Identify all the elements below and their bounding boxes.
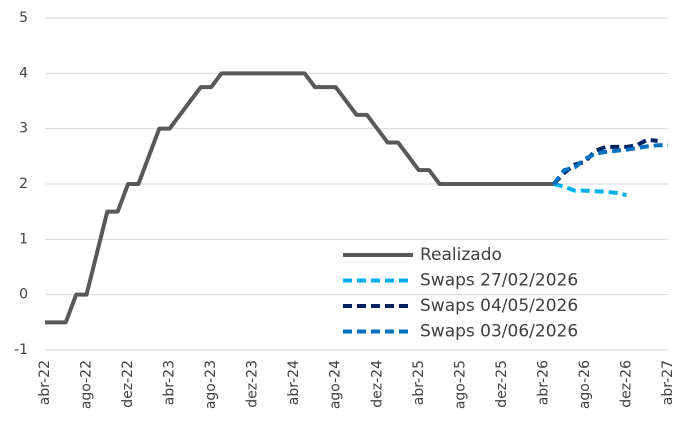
y-tick-label: 4 — [19, 65, 28, 81]
x-tick-label: ago-25 — [452, 360, 468, 409]
x-tick-label: dez-26 — [618, 360, 634, 408]
x-tick-label: dez-25 — [494, 360, 510, 408]
x-tick-label: ago-22 — [79, 360, 95, 409]
y-tick-label: 2 — [19, 176, 28, 192]
series-line — [552, 137, 658, 186]
x-tick-label: dez-22 — [120, 360, 136, 408]
legend-label: Swaps 04/05/2026 — [420, 296, 578, 316]
y-tick-label: 5 — [19, 10, 28, 26]
legend-label: Swaps 27/02/2026 — [420, 271, 578, 291]
legend-label: Swaps 03/06/2026 — [420, 322, 578, 342]
x-tick-label: abr-24 — [286, 360, 302, 405]
x-tick-label: ago-26 — [577, 360, 593, 409]
series-line — [45, 71, 554, 325]
x-tick-label: dez-24 — [369, 360, 385, 408]
x-tick-label: ago-23 — [203, 360, 219, 409]
y-tick-label: 0 — [19, 287, 28, 303]
x-tick-label: abr-23 — [162, 360, 178, 405]
legend-label: Realizado — [420, 245, 502, 265]
x-tick-label: abr-27 — [660, 360, 676, 405]
series-line — [553, 182, 627, 198]
x-tick-label: abr-26 — [535, 360, 551, 405]
y-tick-label: 1 — [19, 231, 28, 247]
x-tick-label: abr-22 — [37, 360, 53, 405]
x-tick-label: ago-24 — [328, 360, 344, 409]
y-tick-label: 3 — [19, 121, 28, 137]
y-tick-label: -1 — [14, 342, 28, 358]
x-tick-label: abr-25 — [411, 360, 427, 405]
series-line — [552, 143, 668, 186]
x-tick-label: dez-23 — [245, 360, 261, 408]
